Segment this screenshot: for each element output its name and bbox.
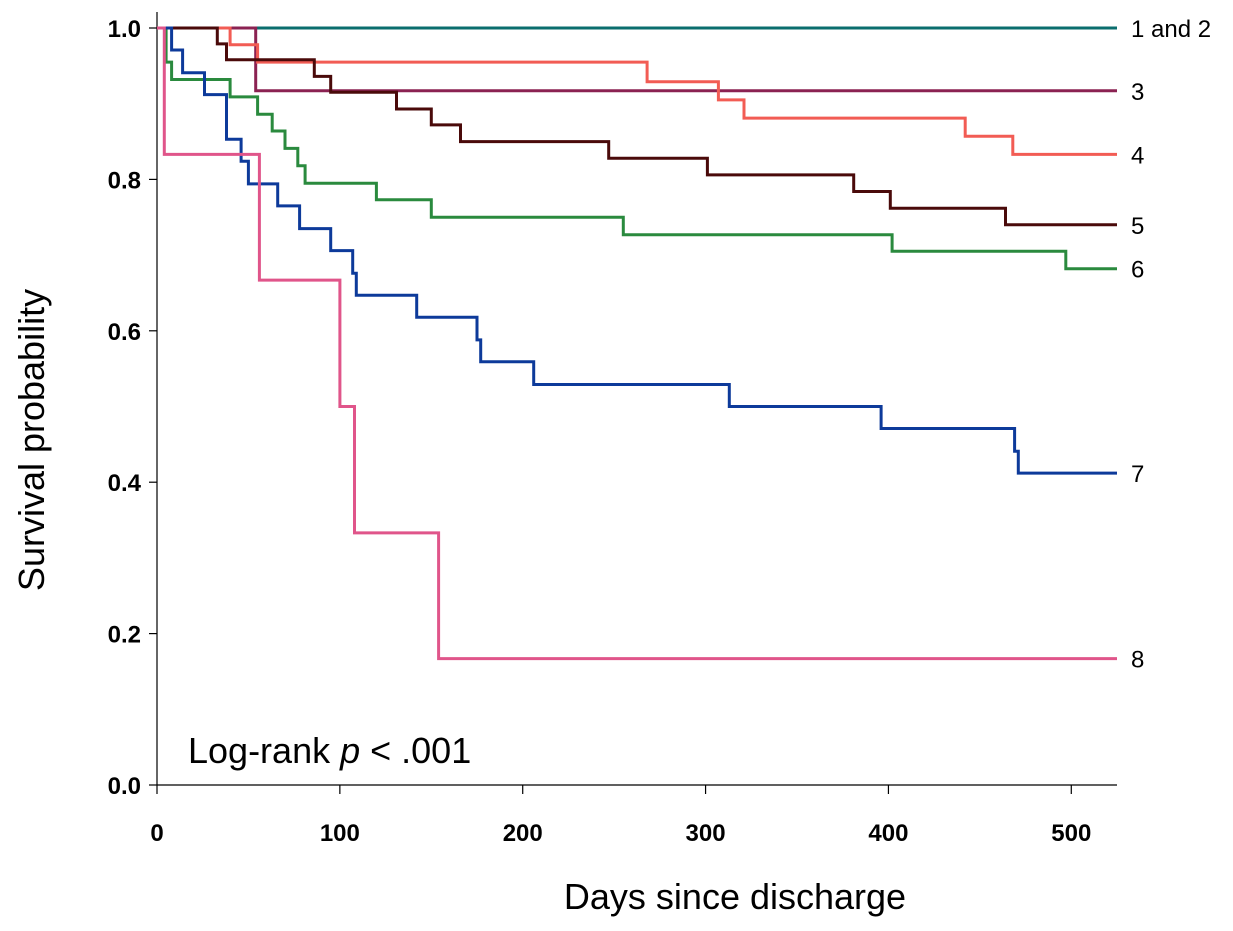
survival-curve — [157, 26, 1117, 661]
x-axis-title: Days since discharge — [564, 876, 906, 917]
x-tick-label: 100 — [320, 820, 360, 847]
survival-curve — [157, 26, 1117, 156]
series-end-label: 1 and 2 — [1131, 16, 1211, 43]
log-rank-annotation: Log-rank p < .001 — [188, 730, 471, 771]
x-tick-label: 0 — [150, 820, 163, 847]
annotation-prefix: Log-rank — [188, 730, 340, 771]
y-tick-label: 0.8 — [108, 167, 141, 194]
series-end-label: 4 — [1131, 142, 1144, 169]
survival-curves — [157, 26, 1117, 661]
x-tick-label: 400 — [868, 820, 908, 847]
series-end-label: 8 — [1131, 647, 1144, 674]
survival-curve — [157, 26, 1117, 227]
annotation-suffix: < .001 — [360, 730, 471, 771]
series-labels: 1 and 2 3 4 5 6 7 8 — [1131, 16, 1211, 674]
x-tick-label: 500 — [1051, 820, 1091, 847]
x-tick-label: 200 — [503, 820, 543, 847]
y-tick-label: 0.4 — [108, 470, 142, 497]
y-axis-title: Survival probability — [11, 289, 52, 591]
series-end-label: 7 — [1131, 461, 1144, 488]
y-tick-label: 1.0 — [108, 16, 141, 43]
y-tick-label: 0.6 — [108, 319, 141, 346]
series-end-label: 3 — [1131, 79, 1144, 106]
annotation-p: p — [339, 730, 360, 771]
series-end-label: 6 — [1131, 257, 1144, 284]
series-end-label: 5 — [1131, 213, 1144, 240]
y-tick-label: 0.0 — [108, 773, 141, 800]
axes: 0.0 0.2 0.4 0.6 0.8 1.0 0 100 200 300 400 500 — [108, 12, 1117, 847]
survival-curve — [157, 26, 1117, 475]
survival-curve — [157, 26, 1117, 271]
x-tick-label: 300 — [686, 820, 726, 847]
y-tick-label: 0.2 — [108, 622, 141, 649]
